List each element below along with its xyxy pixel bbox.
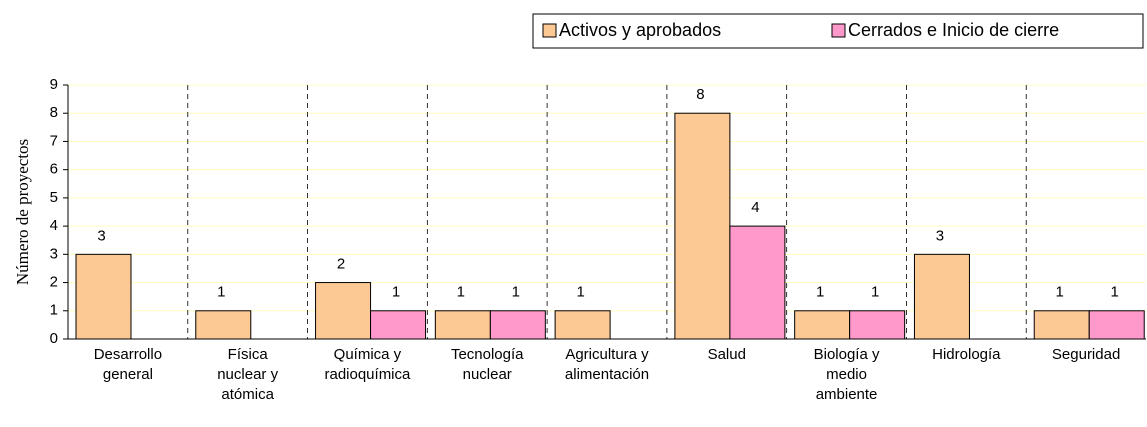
data-label: 4	[751, 199, 759, 216]
x-tick-label: alimentación	[565, 366, 649, 383]
bar	[75, 253, 132, 340]
data-label: 1	[1056, 284, 1064, 301]
data-label: 8	[696, 86, 704, 103]
legend-swatch	[542, 23, 557, 38]
bar	[1033, 310, 1090, 340]
data-label: 1	[816, 284, 824, 301]
x-tick-label: Seguridad	[1052, 346, 1120, 363]
bar	[434, 310, 491, 340]
bar	[370, 310, 427, 340]
x-tick-label: Desarrollo	[94, 346, 162, 363]
y-tick-label: 7	[50, 132, 58, 149]
data-label: 1	[217, 284, 225, 301]
x-tick-label: Salud	[708, 346, 746, 363]
bar	[794, 310, 851, 340]
y-tick-label: 9	[50, 76, 58, 93]
data-label: 2	[337, 256, 345, 273]
y-axis-label: Número de proyectos	[13, 139, 32, 285]
x-tick-label: nuclear y	[217, 366, 278, 383]
y-tick-label: 0	[50, 330, 58, 347]
y-tick-label: 1	[50, 302, 58, 319]
y-tick-label: 4	[50, 217, 58, 234]
bar	[489, 310, 546, 340]
bar	[315, 282, 372, 340]
x-tick-label: Tecnología	[451, 346, 524, 363]
x-tick-label: medio	[826, 366, 867, 383]
x-tick-label: nuclear	[463, 366, 512, 383]
bar	[674, 112, 731, 340]
x-tick-label: Biología y	[814, 346, 880, 363]
data-label: 1	[871, 284, 879, 301]
legend-swatch	[831, 23, 846, 38]
data-label: 3	[936, 227, 944, 244]
bar	[913, 253, 970, 340]
x-tick-label: Física	[228, 346, 269, 363]
data-label: 1	[457, 284, 465, 301]
x-tick-label: atómica	[221, 386, 274, 403]
data-label: 3	[97, 227, 105, 244]
data-label: 1	[1111, 284, 1119, 301]
data-label: 1	[392, 284, 400, 301]
y-tick-label: 5	[50, 189, 58, 206]
x-tick-label: radioquímica	[324, 366, 411, 383]
x-tick-label: general	[103, 366, 153, 383]
x-tick-label: ambiente	[816, 386, 878, 403]
x-tick-label: Agricultura y	[565, 346, 649, 363]
bar	[1088, 310, 1145, 340]
y-tick-label: 2	[50, 274, 58, 291]
y-tick-label: 8	[50, 104, 58, 121]
x-tick-label: Química y	[334, 346, 402, 363]
bar	[554, 310, 611, 340]
y-tick-label: 3	[50, 245, 58, 262]
data-label: 1	[512, 284, 520, 301]
bar	[729, 225, 786, 340]
legend-label: Activos y aprobados	[559, 20, 721, 40]
bar	[849, 310, 906, 340]
x-tick-label: Hidrología	[932, 346, 1001, 363]
y-tick-label: 6	[50, 161, 58, 178]
bar	[195, 310, 252, 340]
legend-label: Cerrados e Inicio de cierre	[848, 20, 1059, 40]
data-label: 1	[576, 284, 584, 301]
